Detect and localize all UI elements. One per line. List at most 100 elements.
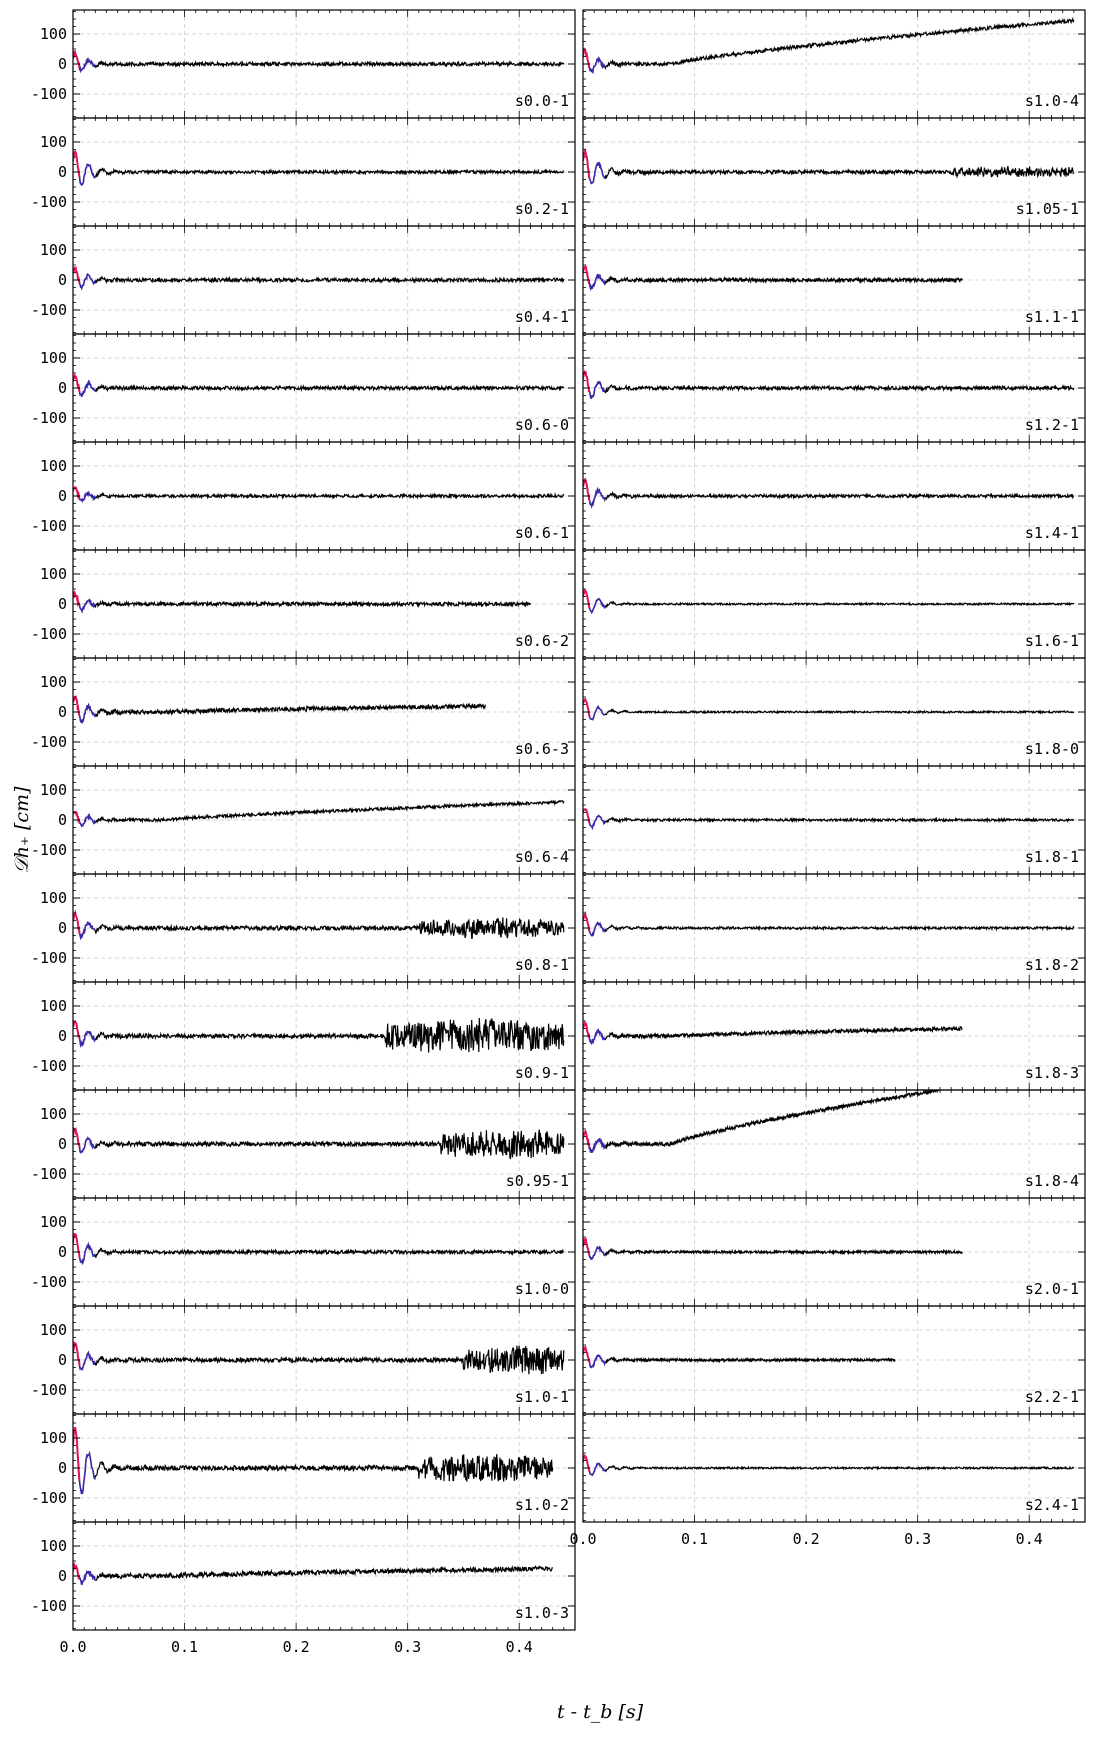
series-prebounce-s1.8-3 xyxy=(583,1020,591,1038)
series-prebounce-s0.6-1 xyxy=(73,486,81,500)
series-prebounce-s1.8-4 xyxy=(583,1129,591,1148)
y-tick-label: 0 xyxy=(58,703,67,721)
panel-label: s1.0-3 xyxy=(515,1604,569,1622)
panel-label: s0.6-1 xyxy=(515,524,569,542)
y-tick-label: 100 xyxy=(40,565,67,583)
y-tick-label: 0 xyxy=(58,1135,67,1153)
y-tick-label: 100 xyxy=(40,25,67,43)
series-early-s0.4-1 xyxy=(77,272,96,291)
panel-label: s1.4-1 xyxy=(1025,524,1079,542)
x-tick-label: 0.3 xyxy=(904,1530,931,1548)
series-s0.6-2 xyxy=(73,591,531,614)
panel-s0.6-4: 100 0 -100 s0.6-4 xyxy=(31,765,576,875)
series-early-s0.95-1 xyxy=(77,1136,96,1154)
y-tick-label: 100 xyxy=(40,457,67,475)
series-prebounce-s0.2-1 xyxy=(73,149,81,178)
series-early-s1.0-1 xyxy=(77,1350,96,1371)
panel-label: s1.8-0 xyxy=(1025,740,1079,758)
panel-s1.0-4: s1.0-4 xyxy=(582,9,1086,119)
panel-label: s1.8-2 xyxy=(1025,956,1079,974)
series-prebounce-s0.0-1 xyxy=(73,49,81,69)
y-tick-label: -100 xyxy=(31,85,67,103)
y-tick-label: -100 xyxy=(31,409,67,427)
panel-label: s0.2-1 xyxy=(515,200,569,218)
panel-label: s0.4-1 xyxy=(515,308,569,326)
panel-label: s0.6-0 xyxy=(515,416,569,434)
series-s1.0-4 xyxy=(583,16,1075,74)
y-tick-label: -100 xyxy=(31,193,67,211)
series-prebounce-s2.4-1 xyxy=(583,1453,591,1472)
y-tick-label: -100 xyxy=(31,301,67,319)
panel-s2.4-1: s2.4-1 0.0 0.1 0.2 0.3 0.4 xyxy=(569,1413,1086,1548)
series-s1.0-2 xyxy=(73,1427,554,1495)
panel-s0.9-1: 100 0 -100 s0.9-1 xyxy=(31,981,576,1091)
y-tick-label: 0 xyxy=(58,163,67,181)
series-prebounce-s1.0-1 xyxy=(73,1341,81,1366)
x-tick-label: 0.2 xyxy=(283,1638,310,1656)
series-s1.8-0 xyxy=(583,698,1075,721)
series-s2.2-1 xyxy=(583,1346,896,1369)
series-s0.8-1 xyxy=(73,910,565,940)
panel-label: s1.0-1 xyxy=(515,1388,569,1406)
y-tick-label: 0 xyxy=(58,1243,67,1261)
panel-s0.6-3: 100 0 -100 s0.6-3 xyxy=(31,657,576,767)
series-early-s1.0-0 xyxy=(77,1241,96,1266)
series-s0.6-3 xyxy=(73,695,486,724)
series-prebounce-s2.0-1 xyxy=(583,1237,590,1255)
panel-label: s1.0-2 xyxy=(515,1496,569,1514)
series-prebounce-s1.0-2 xyxy=(73,1427,81,1481)
panel-s0.4-1: 100 0 -100 s0.4-1 xyxy=(31,225,576,335)
y-tick-label: 0 xyxy=(58,1459,67,1477)
series-prebounce-s2.2-1 xyxy=(583,1345,591,1364)
x-tick-label: 0.4 xyxy=(506,1638,533,1656)
series-early-s1.8-2 xyxy=(587,921,606,937)
series-s0.95-1 xyxy=(73,1127,565,1160)
series-early-s0.8-1 xyxy=(77,921,96,941)
series-s1.8-4 xyxy=(583,1090,941,1153)
y-tick-label: -100 xyxy=(31,1489,67,1507)
series-early-s0.2-1 xyxy=(77,163,96,186)
x-tick-label: 0.3 xyxy=(394,1638,421,1656)
series-prebounce-s0.6-4 xyxy=(73,810,81,824)
panel-label: s0.6-2 xyxy=(515,632,569,650)
y-tick-label: 100 xyxy=(40,889,67,907)
x-axis-title: t - t_b [s] xyxy=(557,1701,644,1723)
series-s1.6-1 xyxy=(583,589,1075,614)
series-early-s0.0-1 xyxy=(77,57,96,74)
series-early-s1.8-0 xyxy=(587,705,606,721)
panel-s1.8-2: s1.8-2 xyxy=(582,873,1086,983)
y-tick-label: 0 xyxy=(58,1567,67,1585)
y-tick-label: 100 xyxy=(40,1321,67,1339)
y-tick-label: 0 xyxy=(58,271,67,289)
panel-label: s1.6-1 xyxy=(1025,632,1079,650)
x-tick-label: 0.2 xyxy=(793,1530,820,1548)
y-tick-label: 100 xyxy=(40,349,67,367)
series-s1.0-1 xyxy=(73,1342,565,1375)
panel-label: s1.0-4 xyxy=(1025,92,1079,110)
series-early-s1.2-1 xyxy=(587,380,606,400)
series-s0.6-0 xyxy=(73,374,565,397)
series-early-s0.6-4 xyxy=(77,813,96,828)
panel-s1.2-1: s1.2-1 xyxy=(582,333,1086,443)
panel-s1.8-3: s1.8-3 xyxy=(582,981,1086,1091)
series-prebounce-s1.6-1 xyxy=(583,588,591,609)
series-s1.8-1 xyxy=(583,808,1075,830)
panel-label: s1.1-1 xyxy=(1025,308,1079,326)
y-tick-label: 100 xyxy=(40,1537,67,1555)
y-tick-label: -100 xyxy=(31,733,67,751)
series-early-s1.8-3 xyxy=(586,1028,606,1046)
series-early-s0.6-1 xyxy=(77,490,96,504)
series-prebounce-s0.4-1 xyxy=(73,265,81,284)
panel-s2.0-1: s2.0-1 xyxy=(582,1197,1086,1307)
series-s0.9-1 xyxy=(73,1017,565,1053)
y-tick-label: 100 xyxy=(40,1429,67,1447)
series-prebounce-s1.05-1 xyxy=(583,147,591,179)
panel-s0.6-0: 100 0 -100 s0.6-0 xyxy=(31,333,576,443)
y-tick-label: 100 xyxy=(40,241,67,259)
y-tick-label: 0 xyxy=(58,1027,67,1045)
panel-s0.8-1: 100 0 -100 s0.8-1 xyxy=(31,873,576,983)
series-prebounce-s0.8-1 xyxy=(73,909,81,934)
panel-s1.0-2: 100 0 -100 s1.0-2 xyxy=(31,1413,576,1523)
panel-label: s0.6-3 xyxy=(515,740,569,758)
